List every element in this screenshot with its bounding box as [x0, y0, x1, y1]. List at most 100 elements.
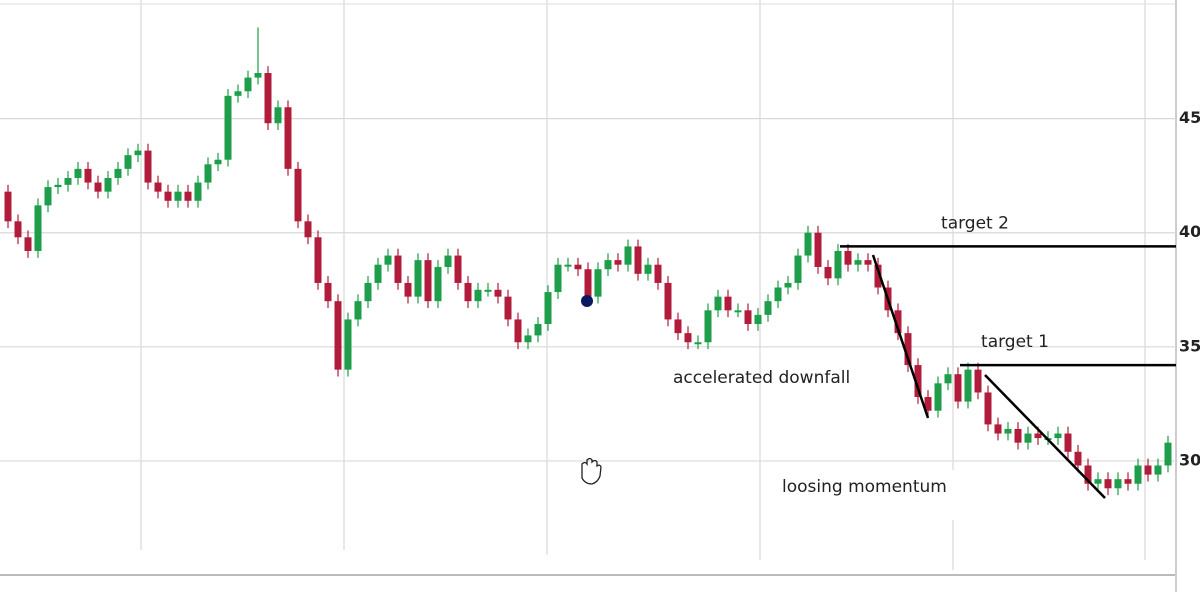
candle-body — [394, 255, 402, 283]
trend-line — [984, 374, 1106, 499]
candle-body — [254, 73, 262, 78]
candle-body — [684, 333, 692, 343]
candle-body — [364, 282, 372, 302]
candle-body — [124, 155, 132, 169]
candle-body — [224, 95, 232, 160]
candle-body — [724, 296, 732, 311]
candle-body — [164, 191, 172, 201]
candle-body — [424, 260, 432, 302]
candle-body — [354, 301, 362, 320]
candle-body — [634, 246, 642, 274]
candle-body — [244, 77, 252, 92]
candle-body — [464, 282, 472, 302]
candle-body — [624, 246, 632, 265]
candle-body — [284, 107, 292, 169]
candle-body — [704, 310, 712, 343]
candle-body — [314, 237, 322, 283]
candle-body — [934, 383, 942, 411]
candle-body — [24, 237, 32, 251]
candle-body — [234, 91, 242, 96]
candle-body — [1124, 479, 1132, 484]
candle-body — [544, 292, 552, 325]
candle-body — [554, 264, 562, 293]
candle-body — [294, 168, 302, 222]
candle-body — [964, 369, 972, 402]
candle-body — [974, 369, 982, 393]
candle-body — [644, 264, 652, 274]
candle-body — [1104, 479, 1112, 489]
candle-body — [664, 282, 672, 320]
y-tick-label: 300 — [1179, 450, 1200, 469]
candle-body — [1074, 451, 1082, 466]
candle-body — [714, 296, 722, 311]
candle-body — [404, 282, 412, 297]
candle-body — [1064, 433, 1072, 452]
annotation: accelerated downfall — [673, 368, 850, 388]
candle-body — [924, 397, 932, 411]
candle-body — [94, 182, 102, 192]
candle-body — [1114, 479, 1122, 489]
target-label: target 2 — [941, 213, 1009, 233]
candle-body — [844, 250, 852, 265]
candle-body — [34, 205, 42, 251]
candle-body — [194, 182, 202, 201]
candle-body — [564, 264, 572, 267]
candle-body — [144, 150, 152, 183]
candle-body — [204, 164, 212, 183]
candle-body — [874, 264, 882, 288]
candle-body — [84, 168, 92, 183]
candle-body — [14, 221, 22, 238]
candle-body — [614, 260, 622, 265]
candle-body — [744, 310, 752, 325]
candle-body — [184, 191, 192, 201]
candle-body — [524, 335, 532, 343]
candle-body — [334, 301, 342, 370]
candle-body — [694, 342, 702, 345]
candle-body — [1134, 465, 1142, 484]
candle-body — [484, 289, 492, 292]
candle-body — [654, 264, 662, 283]
candle-body — [154, 182, 162, 192]
candle-body — [344, 319, 352, 370]
candle-body — [444, 255, 452, 267]
candle-body — [54, 184, 62, 188]
y-tick-label: 400 — [1179, 222, 1200, 241]
candle-body — [734, 310, 742, 313]
candle-body — [784, 282, 792, 288]
candle-body — [174, 191, 182, 201]
target-label: target 1 — [981, 332, 1049, 352]
candle-body — [1034, 433, 1042, 439]
candle-body — [474, 289, 482, 302]
candle-body — [984, 392, 992, 425]
candle-body — [814, 232, 822, 267]
candle-body — [1054, 433, 1062, 439]
candle-body — [604, 260, 612, 270]
candle-body — [324, 282, 332, 302]
candle-body — [1084, 465, 1092, 484]
candle-body — [1144, 465, 1152, 475]
candle-body — [374, 264, 382, 283]
candle-body — [44, 187, 52, 206]
candle-body — [274, 107, 282, 124]
candle-body — [764, 301, 772, 315]
candle-body — [754, 314, 762, 325]
candle-body — [214, 159, 222, 165]
candle-body — [1164, 442, 1172, 466]
candle-body — [864, 260, 872, 265]
candle-body — [494, 289, 502, 297]
candle-body — [114, 168, 122, 178]
candle-body — [264, 73, 272, 124]
candle-body — [1004, 428, 1012, 434]
y-tick-label: 450 — [1179, 108, 1200, 127]
candle-body — [674, 319, 682, 334]
candle-body — [1024, 433, 1032, 443]
marks — [0, 27, 1176, 496]
candle-body — [904, 333, 912, 366]
candle-body — [384, 255, 392, 265]
candle-body — [504, 296, 512, 320]
candle-body — [914, 365, 922, 398]
hand-cursor — [581, 457, 602, 485]
candle-body — [854, 260, 862, 265]
candle-body — [514, 319, 522, 343]
candle-body — [1014, 428, 1022, 443]
